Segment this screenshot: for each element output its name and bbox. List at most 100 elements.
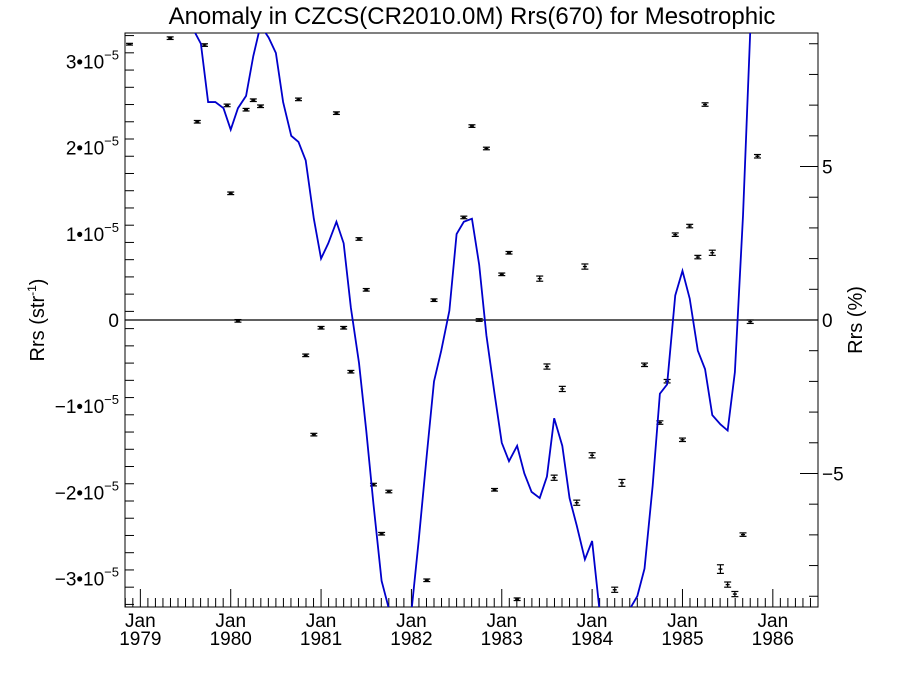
data-point — [385, 489, 393, 494]
y-right-tick-label: −5 — [822, 464, 844, 485]
data-point — [716, 564, 724, 574]
data-point — [581, 263, 589, 270]
data-point — [460, 215, 468, 220]
x-tick-label-year: 1985 — [661, 629, 703, 650]
data-point — [347, 369, 355, 374]
y-left-tick-label: 1•10−5 — [66, 220, 119, 246]
x-tick-label-month: Jan — [486, 611, 517, 632]
data-point — [678, 437, 686, 443]
data-point — [543, 363, 551, 370]
y-right-tick-label: 0 — [822, 311, 833, 332]
data-point — [558, 385, 566, 393]
y-left-tick-mantissa: −3•10 — [55, 570, 104, 591]
data-point — [242, 107, 250, 112]
y-left-tick-exponent: −5 — [104, 220, 119, 235]
data-point — [468, 124, 476, 128]
data-point — [536, 275, 544, 282]
x-tick-label-month: Jan — [577, 611, 608, 632]
data-point — [505, 250, 513, 255]
y-left-tick-exponent: −5 — [104, 47, 119, 62]
y-left-tick-mantissa: 2•10 — [66, 139, 104, 160]
chart-title: Anomaly in CZCS(CR2010.0M) Rrs(670) for … — [169, 3, 776, 30]
x-tick-label-month: Jan — [396, 611, 427, 632]
data-point — [482, 146, 490, 151]
y-left-tick-mantissa: 3•10 — [66, 52, 104, 73]
data-point — [317, 325, 325, 330]
y-left-tick-exponent: −5 — [104, 565, 119, 580]
y-left-tick-label: 0 — [108, 311, 119, 332]
data-point — [708, 249, 716, 256]
data-point — [550, 474, 558, 481]
data-point — [332, 111, 340, 116]
y-right-tick-label: 5 — [822, 158, 833, 179]
x-tick-label-month: Jan — [215, 611, 246, 632]
x-tick-label-year: 1984 — [571, 629, 614, 650]
data-point — [355, 237, 363, 241]
data-point — [234, 318, 242, 323]
data-point — [498, 272, 506, 277]
data-point — [731, 590, 739, 598]
y-axis-label-left-close: ) — [27, 279, 49, 286]
y-left-tick-label: −1•10−5 — [55, 392, 119, 418]
x-tick-label-month: Jan — [306, 611, 337, 632]
data-point — [310, 432, 318, 437]
data-point — [513, 597, 521, 602]
data-point — [588, 452, 596, 459]
x-tick-label-month: Jan — [667, 611, 698, 632]
y-left-tick-label: −2•10−5 — [55, 478, 119, 504]
y-left-tick-exponent: −5 — [104, 478, 119, 493]
data-point — [294, 97, 302, 102]
data-point — [573, 499, 581, 506]
data-point — [378, 531, 386, 536]
y-left-tick-exponent: −5 — [104, 134, 119, 149]
data-point — [671, 232, 679, 237]
data-point — [618, 478, 626, 487]
data-point — [302, 353, 310, 358]
x-tick-label-month: Jan — [758, 611, 789, 632]
x-tick-label-year: 1982 — [390, 629, 432, 650]
data-point — [753, 153, 761, 159]
x-tick-label-year: 1980 — [210, 629, 252, 650]
data-point — [739, 532, 747, 537]
x-tick-label-year: 1979 — [119, 629, 161, 650]
y-axis-label-left: Rrs (str-1) — [25, 279, 49, 362]
y-left-tick-label: −3•10−5 — [55, 565, 119, 591]
data-point — [362, 287, 370, 292]
data-point — [686, 223, 694, 229]
y-left-tick-label: 2•10−5 — [66, 134, 119, 160]
y-axis-label-left-text: Rrs (str — [27, 296, 49, 362]
data-point — [193, 119, 201, 124]
y-left-tick-mantissa: −1•10 — [55, 397, 104, 418]
plot-area: Jan1979Jan1980Jan1981Jan1982Jan1983Jan19… — [55, 32, 844, 650]
model-line — [194, 33, 752, 607]
data-point — [166, 36, 174, 41]
x-tick-label-year: 1983 — [481, 629, 523, 650]
data-point — [257, 104, 265, 109]
data-point — [611, 586, 619, 593]
data-point — [126, 42, 134, 46]
x-tick-label-year: 1986 — [752, 629, 794, 650]
data-point — [746, 319, 754, 325]
data-point — [423, 578, 431, 583]
data-point — [724, 581, 732, 588]
y-axis-label-right: Rrs (%) — [845, 286, 867, 354]
data-point — [701, 102, 709, 107]
data-point — [430, 298, 438, 303]
y-left-tick-exponent: −5 — [104, 392, 119, 407]
data-point — [475, 318, 483, 322]
y-left-tick-mantissa: −2•10 — [55, 483, 104, 504]
data-point — [227, 191, 235, 196]
x-tick-label-year: 1981 — [300, 629, 342, 650]
data-point — [340, 325, 348, 330]
data-point — [641, 362, 649, 368]
y-axis-label-left-sup: -1 — [25, 285, 39, 296]
series-group — [126, 33, 761, 607]
y-left-tick-label: 3•10−5 — [66, 47, 119, 73]
data-point — [201, 43, 209, 47]
data-point — [223, 103, 231, 108]
data-point — [694, 254, 702, 260]
x-tick-label-month: Jan — [125, 611, 156, 632]
data-point — [491, 487, 499, 492]
